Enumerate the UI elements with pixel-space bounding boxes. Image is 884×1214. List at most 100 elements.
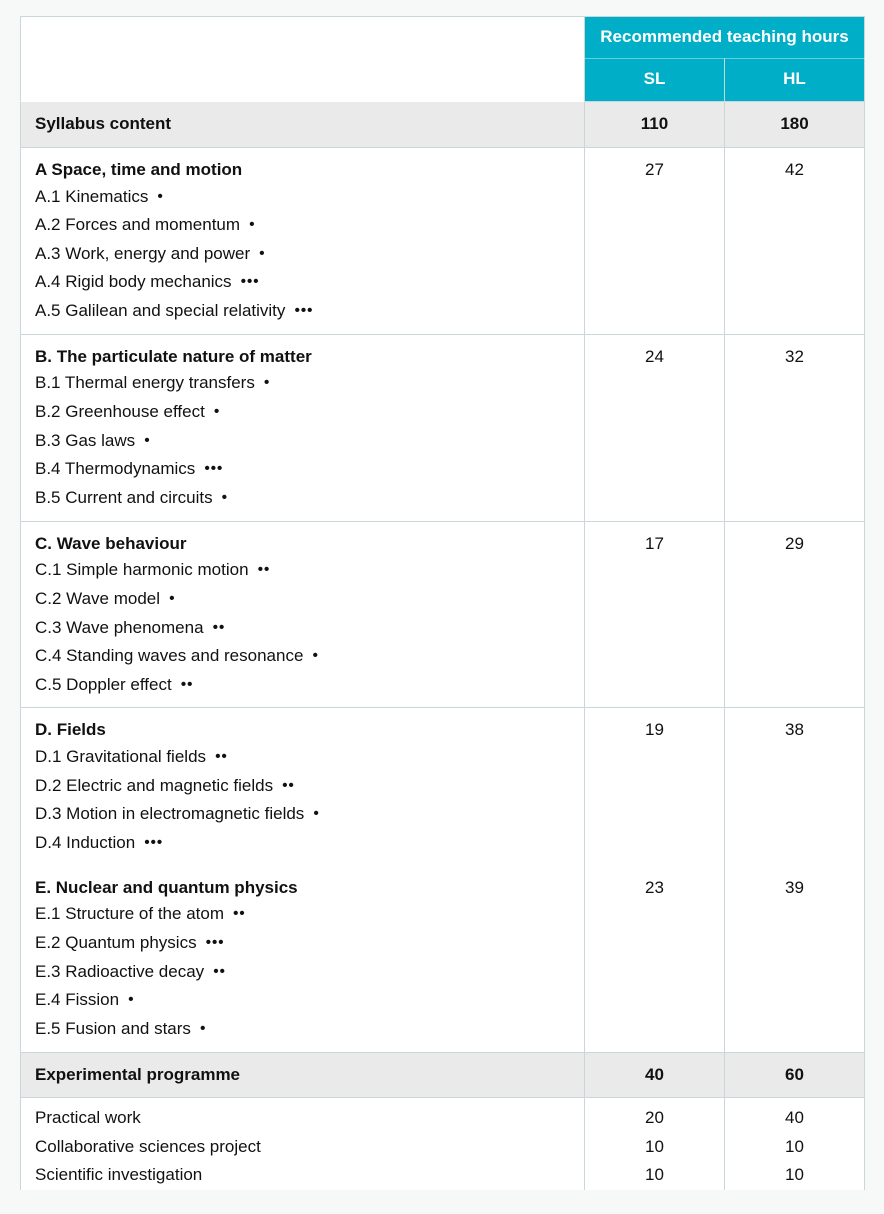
subtopic-row: B.1 Thermal energy transfers • [21,369,865,398]
level-dots-icon: • [160,590,175,607]
subtopic-row: B.4 Thermodynamics ••• [21,455,865,484]
programme-row: Practical work2040 [21,1098,865,1133]
section-row-experimental-programme: Experimental programme4060 [21,1052,865,1098]
topic-row-E: E. Nuclear and quantum physics2339 [21,866,865,901]
programme-hl-hours: 10 [725,1161,865,1190]
programme-label: Collaborative sciences project [21,1133,585,1162]
level-dots-icon: ••• [285,302,313,319]
header-component-label: Syllabus component [35,69,201,88]
subtopic-label: E.1 Structure of the atom •• [21,900,585,929]
subtopic-label: E.3 Radioactive decay •• [21,958,585,987]
level-dots-icon: • [213,489,228,506]
level-dots-icon: • [240,216,255,233]
subtopic-label: A.1 Kinematics • [21,183,585,212]
topic-row-C: C. Wave behaviour1729 [21,521,865,556]
subtopic-label: B.2 Greenhouse effect • [21,398,585,427]
topic-row-A: A Space, time and motion2742 [21,147,865,182]
level-dots-icon: • [148,188,163,205]
section-sl-hours: 40 [585,1052,725,1098]
level-dots-icon: ••• [135,834,163,851]
programme-label: Scientific investigation [21,1161,585,1190]
programme-sl-hours: 10 [585,1161,725,1190]
section-hl-hours: 60 [725,1052,865,1098]
subtopic-label: E.4 Fission • [21,986,585,1015]
level-dots-icon: •• [204,619,226,636]
subtopic-label: C.4 Standing waves and resonance • [21,642,585,671]
level-dots-icon: • [205,403,220,420]
subtopic-label: D.3 Motion in electromagnetic fields • [21,800,585,829]
level-dots-icon: • [304,805,319,822]
header-hl-label: HL [725,58,865,102]
topic-title: D. Fields [21,708,585,743]
section-title: Syllabus content [21,102,585,148]
level-dots-icon: ••• [197,934,225,951]
topic-title: C. Wave behaviour [21,521,585,556]
topic-sl-hours: 23 [585,866,725,901]
subtopic-row: A.2 Forces and momentum • [21,211,865,240]
programme-hl-hours: 10 [725,1133,865,1162]
subtopic-row: E.2 Quantum physics ••• [21,929,865,958]
level-dots-icon: ••• [232,273,260,290]
subtopic-label: A.2 Forces and momentum • [21,211,585,240]
level-dots-icon: •• [204,963,226,980]
subtopic-label: E.5 Fusion and stars • [21,1015,585,1052]
level-dots-icon: •• [206,748,228,765]
level-dots-icon: •• [249,561,271,578]
topic-sl-hours: 19 [585,708,725,743]
subtopic-row: B.5 Current and circuits • [21,484,865,521]
subtopic-label: A.3 Work, energy and power • [21,240,585,269]
subtopic-row: A.5 Galilean and special relativity ••• [21,297,865,334]
topic-title: E. Nuclear and quantum physics [21,866,585,901]
programme-row: Collaborative sciences project1010 [21,1133,865,1162]
subtopic-row: C.5 Doppler effect •• [21,671,865,708]
section-title: Experimental programme [21,1052,585,1098]
subtopic-label: C.3 Wave phenomena •• [21,614,585,643]
subtopic-label: D.2 Electric and magnetic fields •• [21,772,585,801]
level-dots-icon: • [255,374,270,391]
subtopic-row: C.4 Standing waves and resonance • [21,642,865,671]
subtopic-row: C.2 Wave model • [21,585,865,614]
level-dots-icon: • [303,647,318,664]
subtopic-label: B.4 Thermodynamics ••• [21,455,585,484]
topic-row-B: B. The particulate nature of matter2432 [21,334,865,369]
subtopic-label: D.1 Gravitational fields •• [21,743,585,772]
topic-sl-hours: 17 [585,521,725,556]
subtopic-row: E.4 Fission • [21,986,865,1015]
programme-hl-hours: 40 [725,1098,865,1133]
section-sl-hours: 110 [585,102,725,148]
subtopic-label: B.1 Thermal energy transfers • [21,369,585,398]
subtopic-label: A.5 Galilean and special relativity ••• [21,297,585,334]
topic-sl-hours: 27 [585,147,725,182]
subtopic-row: D.4 Induction ••• [21,829,865,866]
syllabus-table: Syllabus component Recommended teaching … [20,16,865,1190]
topic-hl-hours: 38 [725,708,865,743]
subtopic-label: C.1 Simple harmonic motion •• [21,556,585,585]
topic-hl-hours: 42 [725,147,865,182]
table-header: Syllabus component Recommended teaching … [21,17,865,102]
level-dots-icon: • [250,245,265,262]
header-sl-label: SL [585,58,725,102]
level-dots-icon: • [119,991,134,1008]
subtopic-label: A.4 Rigid body mechanics ••• [21,268,585,297]
subtopic-row: D.1 Gravitational fields •• [21,743,865,772]
topic-row-D: D. Fields1938 [21,708,865,743]
programme-label: Practical work [21,1098,585,1133]
subtopic-row: D.2 Electric and magnetic fields •• [21,772,865,801]
section-hl-hours: 180 [725,102,865,148]
subtopic-row: A.3 Work, energy and power • [21,240,865,269]
subtopic-row: B.2 Greenhouse effect • [21,398,865,427]
level-dots-icon: •• [172,676,194,693]
topic-hl-hours: 29 [725,521,865,556]
subtopic-row: D.3 Motion in electromagnetic fields • [21,800,865,829]
subtopic-label: B.5 Current and circuits • [21,484,585,521]
level-dots-icon: ••• [195,460,223,477]
subtopic-label: C.5 Doppler effect •• [21,671,585,708]
programme-sl-hours: 10 [585,1133,725,1162]
subtopic-row: C.3 Wave phenomena •• [21,614,865,643]
level-dots-icon: • [135,432,150,449]
topic-hl-hours: 39 [725,866,865,901]
subtopic-label: C.2 Wave model • [21,585,585,614]
header-hours-label: Recommended teaching hours [585,17,865,59]
subtopic-row: A.1 Kinematics • [21,183,865,212]
subtopic-label: E.2 Quantum physics ••• [21,929,585,958]
